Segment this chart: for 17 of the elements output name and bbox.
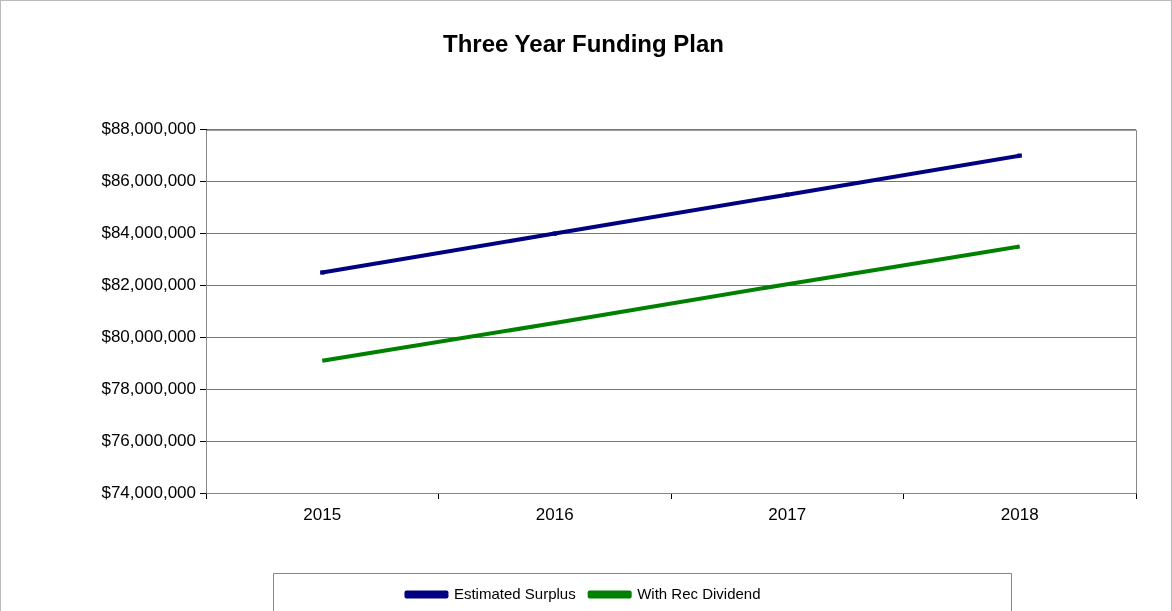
x-tick-label: 2016 [535,504,574,524]
x-tick-label: 2015 [303,504,342,524]
legend-label: Estimated Surplus [453,584,576,602]
y-tick-label: $80,000,000 [101,327,196,347]
x-tick-label: 2017 [768,504,807,524]
y-tick-label: $82,000,000 [101,275,196,295]
chart-title: Three Year Funding Plan [443,30,724,58]
y-tick-label: $84,000,000 [101,223,196,243]
point [552,231,557,236]
y-tick-label: $78,000,000 [101,378,196,398]
y-tick-label: $86,000,000 [101,171,196,191]
y-tick-label: $88,000,000 [101,119,196,139]
legend-label: With Rec Dividend [637,584,761,602]
y-tick-label: $76,000,000 [101,430,196,450]
point [320,270,325,275]
x-tick-label: 2018 [1000,504,1039,524]
y-tick-label: $74,000,000 [101,482,196,502]
